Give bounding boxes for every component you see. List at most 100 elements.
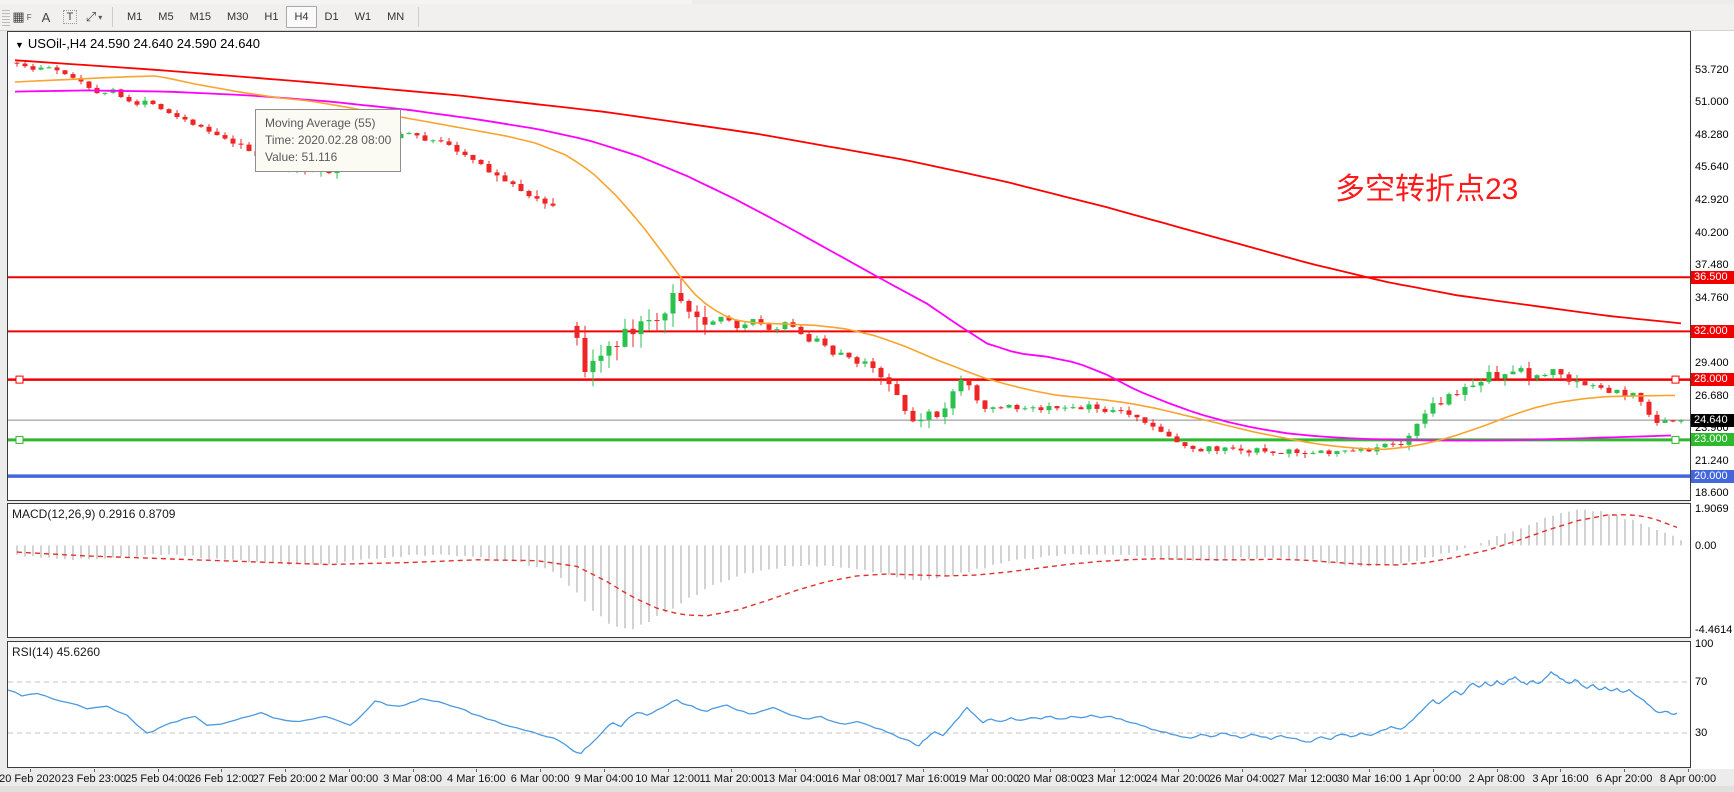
timeframe-button-m15[interactable]: M15 bbox=[189, 11, 211, 23]
symbol-ohlc-text: USOil-,H4 24.590 24.640 24.590 24.640 bbox=[27, 36, 260, 51]
date-label: 13 Mar 04:00 bbox=[762, 773, 828, 785]
tooltip-value: Value: 51.116 bbox=[265, 150, 338, 164]
date-tick bbox=[412, 769, 414, 772]
date-label: 24 Mar 20:00 bbox=[1145, 773, 1211, 785]
price-tick: -4.4614 bbox=[1695, 624, 1733, 637]
price-chart-canvas[interactable]: ▼ USOil-,H4 24.590 24.640 24.590 24.640 M… bbox=[7, 31, 1691, 501]
timeframe-button-w1[interactable]: W1 bbox=[354, 11, 372, 23]
date-tick bbox=[603, 769, 605, 772]
price-tick: 100 bbox=[1695, 637, 1714, 650]
price-badge-32.000: 32.000 bbox=[1691, 324, 1734, 338]
window-bottom-edge bbox=[0, 786, 1734, 792]
macd-svg bbox=[7, 503, 1691, 638]
price-axis-column[interactable]: 53.720 51.000 48.280 45.640 42.920 40.200 37.4… bbox=[1691, 31, 1734, 770]
macd-label: MACD(12,26,9) 0.2916 0.8709 bbox=[12, 507, 176, 521]
date-tick bbox=[1305, 769, 1307, 772]
price-badge-23.000: 23.000 bbox=[1691, 433, 1734, 447]
date-tick bbox=[1114, 769, 1116, 772]
date-tick bbox=[1560, 769, 1562, 772]
symbol-dropdown-icon[interactable]: ▼ bbox=[15, 40, 24, 50]
date-label: 3 Mar 08:00 bbox=[383, 773, 442, 785]
date-label: 9 Mar 04:00 bbox=[574, 773, 634, 785]
price-badge-36.500: 36.500 bbox=[1691, 270, 1734, 284]
candles-layer bbox=[14, 61, 1684, 458]
date-tick bbox=[348, 769, 350, 772]
drawing-tools-group: ▦ F A T ⤢ ▾ bbox=[10, 7, 106, 27]
date-label: 19 Mar 00:00 bbox=[954, 773, 1019, 785]
rsi-panel-canvas[interactable]: RSI(14) 45.6260 bbox=[7, 641, 1691, 768]
date-tick bbox=[93, 769, 95, 772]
price-tick: 48.280 bbox=[1695, 129, 1729, 142]
date-label: 2 Apr 08:00 bbox=[1468, 773, 1525, 785]
macd-panel-canvas[interactable]: MACD(12,26,9) 0.2916 0.8709 bbox=[7, 503, 1691, 638]
date-tick bbox=[1624, 769, 1626, 772]
date-tick bbox=[1241, 769, 1243, 772]
line-handle[interactable] bbox=[15, 375, 24, 384]
rsi-svg bbox=[7, 641, 1691, 768]
font-a-icon[interactable]: A bbox=[41, 9, 51, 25]
rsi-label: RSI(14) 45.6260 bbox=[12, 645, 101, 659]
indicator-tooltip: Moving Average (55) Time: 2020.02.28 08:… bbox=[255, 109, 402, 172]
date-tick bbox=[795, 769, 797, 772]
text-label-icon[interactable]: T bbox=[59, 7, 81, 27]
tooltip-time: Time: 2020.02.28 08:00 bbox=[265, 133, 392, 147]
main-toolbar: ▦ F A T ⤢ ▾ M1 M5 M15 M30 H1 H4 D1 W1 MN bbox=[0, 4, 1734, 31]
date-label: 26 Feb 12:00 bbox=[188, 773, 254, 785]
price-badge-24.640: 24.640 bbox=[1691, 413, 1734, 427]
timeframe-button-h4[interactable]: H4 bbox=[286, 6, 317, 28]
price-tick: 29.400 bbox=[1695, 356, 1729, 369]
date-tick bbox=[221, 769, 223, 772]
date-label: 6 Mar 00:00 bbox=[510, 773, 570, 785]
date-tick bbox=[986, 769, 988, 772]
toolbar-grip[interactable] bbox=[2, 8, 10, 26]
tooltip-title: Moving Average (55) bbox=[265, 116, 376, 130]
timeframe-button-h1[interactable]: H1 bbox=[264, 11, 279, 23]
date-tick bbox=[1177, 769, 1179, 772]
ma-55-line[interactable] bbox=[14, 75, 1676, 451]
ma-slow-line[interactable] bbox=[14, 59, 1682, 325]
date-label: 26 Mar 04:00 bbox=[1209, 773, 1275, 785]
price-tick: 45.640 bbox=[1695, 161, 1729, 174]
line-handle[interactable] bbox=[1671, 375, 1680, 384]
date-label: 6 Apr 20:00 bbox=[1596, 773, 1653, 785]
date-label: 1 Apr 00:00 bbox=[1404, 773, 1462, 785]
date-tick bbox=[731, 769, 733, 772]
date-label: 17 Mar 16:00 bbox=[890, 773, 956, 785]
toolbar-separator bbox=[112, 7, 113, 27]
date-tick bbox=[30, 769, 31, 772]
timeframe-button-m30[interactable]: M30 bbox=[226, 11, 249, 23]
date-tick bbox=[667, 769, 669, 772]
chart-grid-icon[interactable]: ▦ F bbox=[12, 9, 32, 24]
timeframe-button-d1[interactable]: D1 bbox=[324, 11, 339, 23]
chart-frame bbox=[7, 31, 1691, 501]
line-handle[interactable] bbox=[15, 435, 24, 444]
price-tick: 70 bbox=[1695, 676, 1708, 688]
chart-symbol-label: ▼ USOil-,H4 24.590 24.640 24.590 24.640 bbox=[15, 36, 260, 51]
date-label: 23 Mar 12:00 bbox=[1081, 773, 1147, 785]
timeframe-button-mn[interactable]: MN bbox=[387, 11, 405, 23]
timeframe-button-m1[interactable]: M1 bbox=[127, 11, 143, 23]
price-tick: 0.00 bbox=[1695, 539, 1717, 552]
date-label: 8 Apr 00:00 bbox=[1659, 773, 1717, 785]
price-tick: 34.760 bbox=[1695, 292, 1729, 305]
toolbar-separator bbox=[418, 7, 420, 27]
price-tick: 26.680 bbox=[1695, 389, 1729, 402]
date-tick bbox=[476, 769, 478, 772]
price-tick: 18.600 bbox=[1695, 486, 1729, 499]
timeframe-button-m5[interactable]: M5 bbox=[158, 11, 174, 23]
date-label: 20 Mar 08:00 bbox=[1017, 773, 1083, 785]
date-label: 4 Mar 16:00 bbox=[447, 773, 506, 785]
date-label: 11 Mar 20:00 bbox=[699, 773, 764, 785]
line-handle[interactable] bbox=[1671, 435, 1680, 444]
date-tick bbox=[859, 769, 860, 772]
date-label: 25 Feb 04:00 bbox=[125, 773, 190, 785]
date-tick bbox=[1432, 769, 1434, 772]
date-tick bbox=[540, 769, 542, 772]
date-label: 23 Feb 23:00 bbox=[61, 773, 127, 785]
arrows-tool-icon[interactable]: ⤢ ▾ bbox=[85, 9, 103, 24]
price-tick: 53.720 bbox=[1695, 63, 1729, 76]
price-tick: 21.240 bbox=[1695, 455, 1729, 468]
timeframe-group: M1 M5 M15 M30 H1 H4 D1 W1 MN bbox=[119, 6, 412, 28]
date-label: 27 Mar 12:00 bbox=[1272, 773, 1338, 785]
